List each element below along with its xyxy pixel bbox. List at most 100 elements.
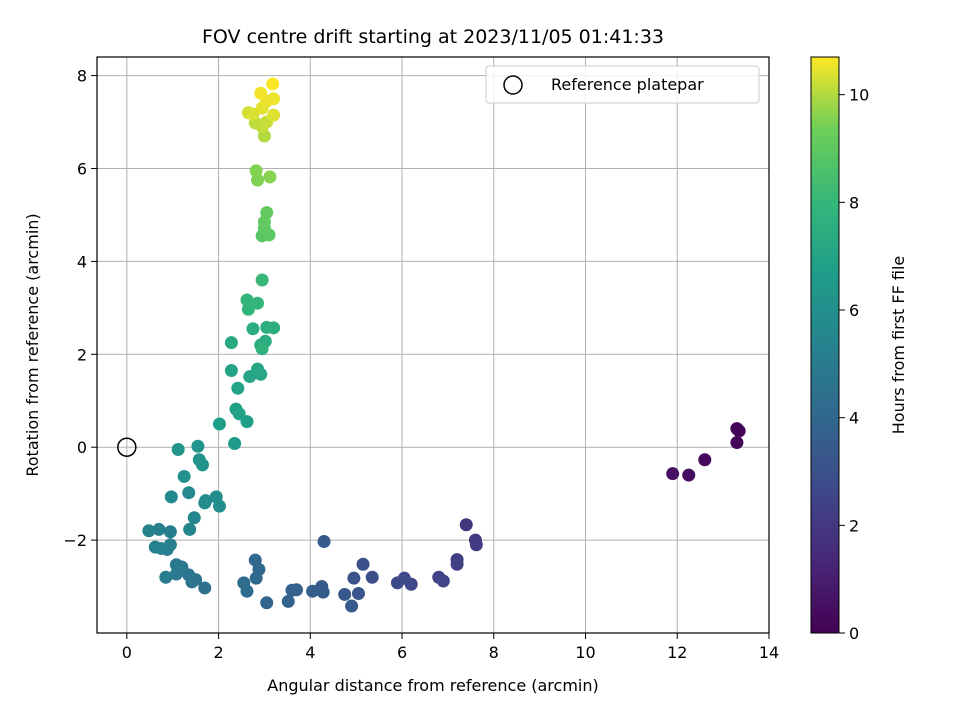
scatter-point <box>159 570 173 584</box>
scatter-point <box>152 522 166 536</box>
x-tick-label: 0 <box>122 643 132 662</box>
y-tick-label: 6 <box>77 159 87 178</box>
colorbar-ticks: 0 2 4 6 8 10 <box>839 86 869 643</box>
y-tick-label: 4 <box>77 252 87 271</box>
scatter-point <box>730 436 744 450</box>
chart-title: FOV centre drift starting at 2023/11/05 … <box>202 26 664 48</box>
scatter-point <box>255 273 269 287</box>
colorbar-tick-label: 6 <box>849 301 859 320</box>
scatter-point <box>231 381 245 395</box>
y-tick-label: 8 <box>77 67 87 86</box>
scatter-point <box>169 558 183 572</box>
scatter-point <box>198 581 212 595</box>
scatter-point <box>164 490 178 504</box>
scatter-point <box>365 570 379 584</box>
scatter-point <box>290 583 304 597</box>
scatter-point <box>254 86 268 100</box>
legend-marker-icon <box>503 75 523 95</box>
scatter-point <box>249 164 263 178</box>
scatter-point <box>212 499 226 513</box>
colorbar-label: Hours from first FF file <box>889 256 908 435</box>
plot-frame <box>96 56 770 634</box>
scatter-point <box>212 417 226 431</box>
scatter-point <box>281 594 295 608</box>
scatter-point <box>182 486 196 500</box>
colorbar-tick-label: 0 <box>849 624 859 643</box>
scatter-point <box>356 557 370 571</box>
scatter-point <box>338 587 352 601</box>
reference-platepar-marker <box>117 437 137 457</box>
axis-ticks: 0 2 4 6 8 10 12 14 −2 0 2 4 6 8 <box>63 67 779 662</box>
x-tick-label: 12 <box>667 643 687 662</box>
scatter-point <box>732 424 746 438</box>
scatter-point <box>177 469 191 483</box>
scatter-point <box>232 407 246 421</box>
legend-box <box>485 65 760 104</box>
scatter-point <box>246 322 260 336</box>
colorbar: 0 2 4 6 8 10 Hours from first FF file <box>810 56 908 643</box>
scatter-point <box>240 293 254 307</box>
y-tick-label: 2 <box>77 345 87 364</box>
scatter-point <box>459 518 473 532</box>
scatter-point <box>224 336 238 350</box>
x-tick-label: 4 <box>305 643 315 662</box>
scatter-point <box>187 511 201 525</box>
colorbar-tick-label: 8 <box>849 193 859 212</box>
colorbar-tick-label: 4 <box>849 409 859 428</box>
scatter-point <box>682 468 696 482</box>
y-axis-label: Rotation from reference (arcmin) <box>23 213 42 476</box>
scatter-point <box>267 92 281 106</box>
scatter-point <box>666 467 680 481</box>
scatter-point <box>191 439 205 453</box>
scatter-point <box>169 567 183 581</box>
scatter-point <box>228 436 242 450</box>
scatter-point <box>469 538 483 552</box>
scatter-point <box>260 596 274 610</box>
legend: Reference platepar <box>485 65 760 104</box>
scatter-point <box>698 453 712 467</box>
x-tick-label: 10 <box>575 643 595 662</box>
scatter-point <box>263 170 277 184</box>
scatter-point <box>436 574 450 588</box>
scatter-point <box>183 522 197 536</box>
y-tick-label: 0 <box>77 438 87 457</box>
scatter-point <box>199 494 213 508</box>
y-tick-label: −2 <box>63 531 87 550</box>
scatter-point <box>196 458 210 472</box>
scatter-point <box>240 415 254 429</box>
scatter-point <box>390 576 404 590</box>
x-axis-label: Angular distance from reference (arcmin) <box>267 676 598 695</box>
scatter-point <box>347 571 361 585</box>
x-tick-label: 8 <box>489 643 499 662</box>
colorbar-tick-label: 2 <box>849 516 859 535</box>
scatter-point <box>224 364 238 378</box>
scatter-point <box>317 534 331 548</box>
scatter-point <box>266 77 280 91</box>
scatter-point <box>142 524 156 538</box>
grid-lines <box>97 57 770 633</box>
scatter-point <box>171 443 185 457</box>
scatter-point <box>345 599 359 613</box>
scatter-point <box>240 584 254 598</box>
colorbar-tick-label: 10 <box>849 86 869 105</box>
scatter-point <box>260 206 274 220</box>
x-tick-label: 14 <box>759 643 779 662</box>
scatter-point <box>450 557 464 571</box>
legend-label: Reference platepar <box>551 75 704 94</box>
scatter-point <box>251 296 265 310</box>
scatter-point <box>163 525 177 539</box>
scatter-point <box>255 342 269 356</box>
scatter-point <box>267 108 281 122</box>
scatter-point <box>316 585 330 599</box>
scatter-point <box>249 571 263 585</box>
x-tick-label: 6 <box>397 643 407 662</box>
scatter-point <box>246 107 260 121</box>
data-points <box>142 77 746 613</box>
scatter-point <box>267 321 281 335</box>
scatter-point <box>154 541 168 555</box>
scatter-point <box>306 584 320 598</box>
scatter-point <box>351 587 365 601</box>
colorbar-gradient <box>810 56 840 634</box>
scatter-point <box>251 362 265 376</box>
